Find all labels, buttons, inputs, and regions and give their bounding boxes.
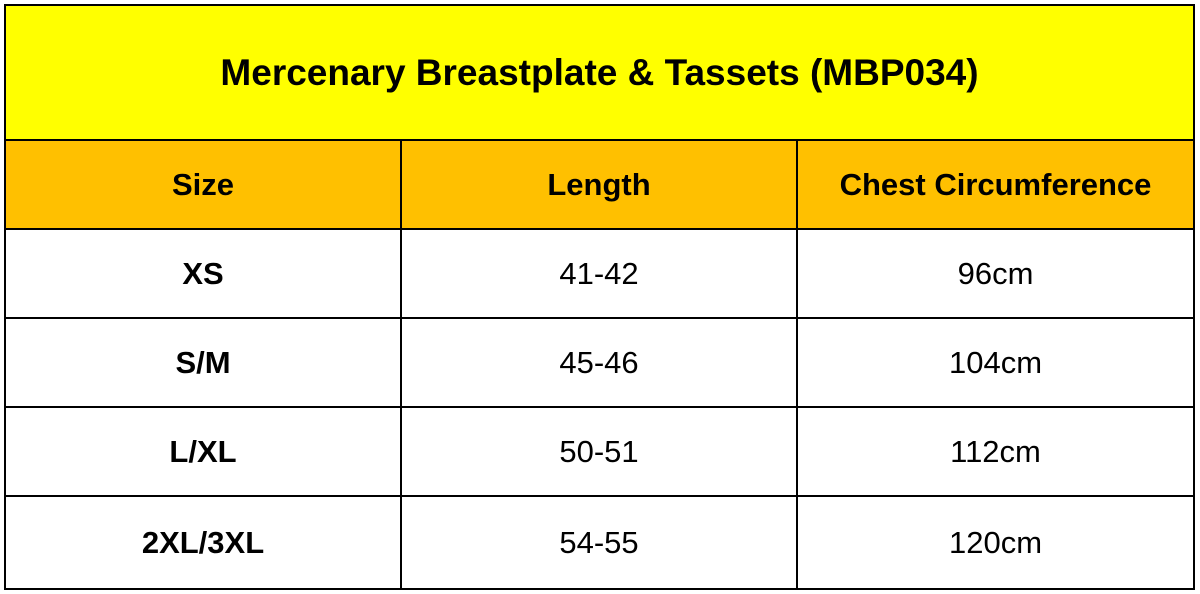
size-cell: XS	[6, 230, 402, 317]
header-row: Size Length Chest Circumference	[6, 141, 1193, 230]
size-cell: L/XL	[6, 408, 402, 495]
length-cell: 45-46	[402, 319, 798, 406]
size-cell: 2XL/3XL	[6, 497, 402, 588]
header-chest-circumference: Chest Circumference	[839, 166, 1152, 202]
length-cell: 41-42	[402, 230, 798, 317]
chart-title: Mercenary Breastplate & Tassets (MBP034)	[6, 6, 1193, 141]
length-cell: 50-51	[402, 408, 798, 495]
header-size: Size	[6, 141, 402, 228]
table-row: 2XL/3XL 54-55 120cm	[6, 497, 1193, 588]
table-row: XS 41-42 96cm	[6, 230, 1193, 319]
length-cell: 54-55	[402, 497, 798, 588]
chest-cell: 104cm	[948, 344, 1043, 380]
chest-cell: 96cm	[957, 255, 1034, 291]
header-length: Length	[402, 141, 798, 228]
size-cell: S/M	[6, 319, 402, 406]
table-row: L/XL 50-51 112cm	[6, 408, 1193, 497]
size-chart-table: Mercenary Breastplate & Tassets (MBP034)…	[4, 4, 1195, 590]
chest-cell: 120cm	[948, 524, 1043, 560]
table-row: S/M 45-46 104cm	[6, 319, 1193, 408]
chest-cell: 112cm	[950, 433, 1041, 469]
